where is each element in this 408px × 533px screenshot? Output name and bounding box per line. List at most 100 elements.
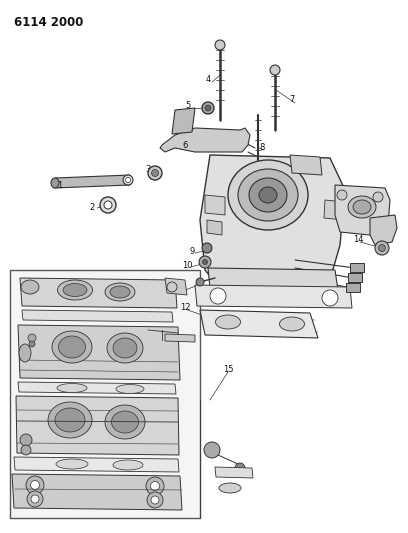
Text: 7: 7 [289, 95, 295, 104]
Circle shape [379, 245, 386, 252]
Text: 8: 8 [259, 143, 265, 152]
Polygon shape [165, 278, 187, 295]
Polygon shape [200, 310, 318, 338]
Circle shape [151, 481, 160, 490]
Circle shape [26, 476, 44, 494]
Circle shape [202, 102, 214, 114]
Polygon shape [290, 155, 322, 175]
Ellipse shape [58, 280, 93, 300]
Polygon shape [16, 396, 179, 455]
Polygon shape [195, 285, 352, 308]
Text: 9: 9 [189, 247, 195, 256]
Circle shape [202, 260, 208, 264]
Circle shape [31, 495, 39, 503]
Circle shape [210, 288, 226, 304]
Circle shape [104, 201, 112, 209]
Polygon shape [22, 310, 173, 322]
Ellipse shape [57, 384, 87, 392]
Text: 10: 10 [182, 261, 192, 270]
Circle shape [205, 105, 211, 111]
Circle shape [204, 442, 220, 458]
Circle shape [27, 491, 43, 507]
Circle shape [270, 65, 280, 75]
Ellipse shape [63, 284, 87, 296]
Text: 36: 36 [152, 335, 160, 341]
Ellipse shape [105, 405, 145, 439]
Ellipse shape [107, 333, 143, 363]
Polygon shape [335, 185, 390, 235]
Polygon shape [55, 175, 130, 188]
Ellipse shape [55, 408, 85, 432]
Text: 12: 12 [180, 303, 190, 312]
Ellipse shape [348, 196, 376, 218]
Circle shape [373, 192, 383, 202]
Polygon shape [14, 457, 179, 472]
Circle shape [215, 40, 225, 50]
Polygon shape [200, 155, 345, 282]
Circle shape [126, 177, 131, 182]
Text: 14: 14 [353, 236, 363, 245]
Circle shape [375, 241, 389, 255]
Circle shape [147, 492, 163, 508]
Circle shape [337, 190, 347, 200]
Ellipse shape [259, 187, 277, 203]
Polygon shape [208, 268, 338, 290]
Circle shape [148, 166, 162, 180]
Circle shape [28, 334, 36, 342]
Polygon shape [370, 215, 397, 245]
Ellipse shape [215, 315, 240, 329]
Text: 6114 2000: 6114 2000 [14, 15, 83, 28]
Ellipse shape [279, 317, 304, 331]
Ellipse shape [116, 384, 144, 393]
Ellipse shape [105, 283, 135, 301]
Circle shape [167, 282, 177, 292]
Text: 6: 6 [182, 141, 188, 149]
Polygon shape [165, 334, 195, 342]
Circle shape [151, 169, 158, 176]
Text: 11: 11 [173, 287, 183, 296]
Circle shape [322, 290, 338, 306]
Circle shape [199, 256, 211, 268]
Circle shape [151, 496, 159, 504]
Polygon shape [12, 474, 182, 510]
Ellipse shape [113, 338, 137, 358]
Ellipse shape [51, 178, 59, 188]
Bar [346, 283, 360, 292]
Circle shape [21, 445, 31, 455]
Circle shape [100, 197, 116, 213]
Circle shape [235, 463, 245, 473]
Text: 2: 2 [89, 204, 95, 213]
Bar [350, 263, 364, 272]
Circle shape [202, 243, 212, 253]
Polygon shape [18, 325, 180, 380]
Text: 4: 4 [205, 76, 211, 85]
Text: 1: 1 [58, 181, 62, 190]
Ellipse shape [113, 460, 143, 470]
Polygon shape [205, 195, 225, 215]
Ellipse shape [58, 336, 86, 358]
Ellipse shape [353, 200, 371, 214]
Ellipse shape [21, 280, 39, 294]
Text: 3: 3 [145, 166, 151, 174]
Polygon shape [207, 220, 222, 235]
Circle shape [123, 175, 133, 185]
Text: 13: 13 [353, 206, 363, 214]
Ellipse shape [56, 459, 88, 469]
Polygon shape [160, 128, 250, 152]
Text: 15: 15 [223, 366, 233, 375]
Ellipse shape [219, 483, 241, 493]
Ellipse shape [110, 286, 130, 298]
Ellipse shape [238, 169, 298, 221]
Bar [10, 270, 200, 518]
Ellipse shape [52, 331, 92, 363]
Ellipse shape [228, 160, 308, 230]
Polygon shape [172, 108, 195, 134]
Polygon shape [20, 278, 177, 308]
Polygon shape [215, 467, 253, 478]
Text: 5: 5 [185, 101, 191, 109]
Ellipse shape [48, 402, 92, 438]
Circle shape [20, 434, 32, 446]
Circle shape [196, 278, 204, 286]
Circle shape [29, 341, 35, 347]
Circle shape [146, 477, 164, 495]
